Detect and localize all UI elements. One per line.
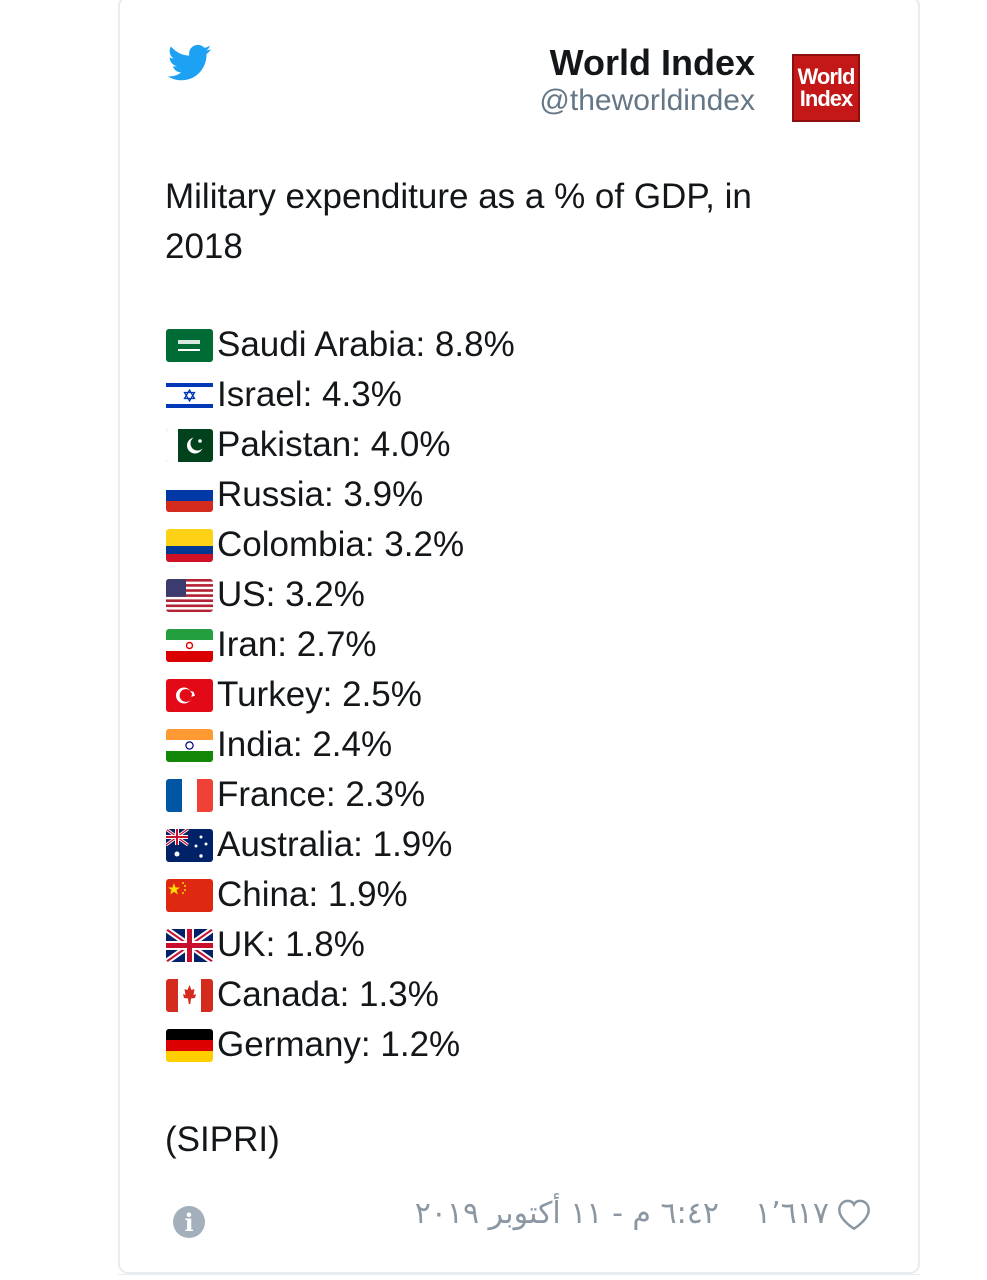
pakistan-flag-icon: [166, 428, 213, 462]
list-item: France: 2.3%: [166, 770, 515, 820]
list-item-label: Canada: 1.3%: [217, 975, 439, 1014]
heart-icon[interactable]: [835, 1197, 873, 1231]
list-item: Germany: 1.2%: [166, 1020, 515, 1070]
france-flag-icon: [166, 778, 213, 812]
author-avatar[interactable]: World Index: [792, 54, 860, 122]
israel-flag-icon: [166, 378, 213, 412]
list-item: Pakistan: 4.0%: [166, 420, 515, 470]
list-item-label: Pakistan: 4.0%: [217, 425, 451, 464]
list-item: Colombia: 3.2%: [166, 520, 515, 570]
list-item-label: France: 2.3%: [217, 775, 426, 814]
list-item: Israel: 4.3%: [166, 370, 515, 420]
like-count: ١٬٦١٧: [755, 1196, 829, 1231]
tweet-timestamp[interactable]: ٦:٤٢ م - ١١ أكتوبر ٢٠١٩: [414, 1196, 719, 1231]
iran-flag-icon: [166, 628, 213, 662]
list-item-label: Saudi Arabia: 8.8%: [217, 325, 515, 364]
tweet-meta: ٦:٤٢ م - ١١ أكتوبر ٢٠١٩ ١٬٦١٧: [415, 1196, 873, 1231]
list-item-label: Australia: 1.9%: [217, 825, 453, 864]
china-flag-icon: [166, 878, 213, 912]
author-name[interactable]: World Index: [549, 42, 755, 83]
list-item-label: Colombia: 3.2%: [217, 525, 465, 564]
list-item: Saudi Arabia: 8.8%: [166, 320, 515, 370]
source-text: (SIPRI): [165, 1120, 280, 1159]
canada-flag-icon: [166, 978, 213, 1012]
list-item-label: India: 2.4%: [217, 725, 393, 764]
uk-flag-icon: [166, 928, 213, 962]
list-item: UK: 1.8%: [166, 920, 515, 970]
list-item-label: Israel: 4.3%: [217, 375, 402, 414]
list-item-label: US: 3.2%: [217, 575, 365, 614]
list-item: India: 2.4%: [166, 720, 515, 770]
tweet-card: [118, 0, 920, 1274]
tweet-text: Military expenditure as a % of GDP, in 2…: [165, 177, 752, 266]
twitter-bird-icon[interactable]: [168, 44, 212, 82]
list-item-label: China: 1.9%: [217, 875, 408, 914]
us-flag-icon: [166, 578, 213, 612]
list-item-label: Turkey: 2.5%: [217, 675, 422, 714]
divider: [118, 1274, 920, 1275]
germany-flag-icon: [166, 1028, 213, 1062]
info-icon[interactable]: i: [173, 1206, 205, 1238]
list-item-label: Germany: 1.2%: [217, 1025, 461, 1064]
russia-flag-icon: [166, 478, 213, 512]
list-item: Russia: 3.9%: [166, 470, 515, 520]
author-handle[interactable]: @theworldindex: [539, 84, 755, 117]
list-item-label: UK: 1.8%: [217, 925, 365, 964]
list-item-label: Russia: 3.9%: [217, 475, 424, 514]
list-item-label: Iran: 2.7%: [217, 625, 377, 664]
saudi-arabia-flag-icon: [166, 328, 213, 362]
australia-flag-icon: [166, 828, 213, 862]
avatar-logo-line-2: Index: [799, 86, 853, 111]
list-item: Australia: 1.9%: [166, 820, 515, 870]
list-item: Iran: 2.7%: [166, 620, 515, 670]
country-list: Saudi Arabia: 8.8% Israel: 4.3% Pakistan…: [166, 320, 515, 1070]
list-item: China: 1.9%: [166, 870, 515, 920]
list-item: US: 3.2%: [166, 570, 515, 620]
avatar-logo-line-1: World: [797, 64, 856, 89]
colombia-flag-icon: [166, 528, 213, 562]
turkey-flag-icon: [166, 678, 213, 712]
list-item: Canada: 1.3%: [166, 970, 515, 1020]
list-item: Turkey: 2.5%: [166, 670, 515, 720]
india-flag-icon: [166, 728, 213, 762]
